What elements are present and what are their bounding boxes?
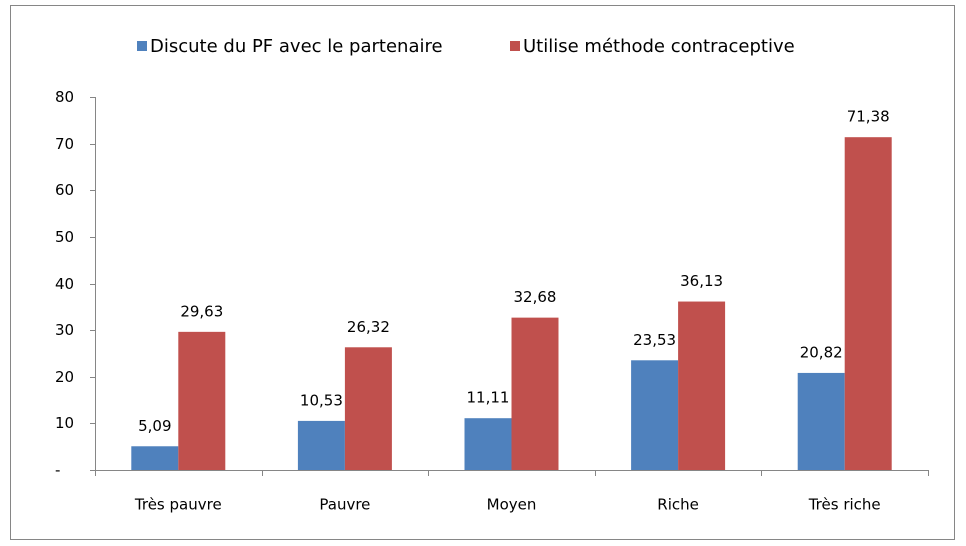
bar — [678, 301, 726, 470]
bar — [131, 446, 179, 470]
legend-swatch — [510, 41, 520, 51]
y-tick-label: 20 — [55, 368, 74, 386]
y-tick-label: 60 — [55, 181, 74, 199]
bar — [297, 420, 345, 470]
value-label: 29,63 — [180, 302, 223, 320]
y-tick-label: 50 — [55, 228, 74, 246]
legend-label: Utilise méthode contraceptive — [523, 36, 795, 57]
value-label: 36,13 — [680, 272, 723, 290]
y-tick-label: 10 — [55, 414, 74, 432]
bar — [844, 137, 892, 471]
bar — [797, 372, 845, 470]
bar — [178, 331, 226, 470]
x-tick-label: Riche — [657, 496, 699, 514]
bar — [631, 360, 679, 470]
value-label: 26,32 — [347, 318, 390, 336]
y-tick-label: 70 — [55, 135, 74, 153]
value-label: 11,11 — [467, 389, 510, 407]
y-tick-label: - — [55, 461, 60, 479]
legend-swatch — [137, 41, 147, 51]
bar — [464, 418, 512, 470]
y-tick-label: 80 — [55, 88, 74, 106]
value-label: 32,68 — [514, 288, 557, 306]
x-tick-label: Moyen — [487, 496, 537, 514]
value-label: 10,53 — [300, 391, 343, 409]
bar — [511, 317, 559, 470]
x-tick-label: Très pauvre — [134, 496, 222, 514]
value-label: 5,09 — [138, 417, 171, 435]
bar — [344, 347, 392, 470]
x-tick-label: Pauvre — [319, 496, 370, 514]
value-label: 23,53 — [633, 331, 676, 349]
y-tick-label: 30 — [55, 321, 74, 339]
y-tick-label: 40 — [55, 275, 74, 293]
value-label: 71,38 — [847, 108, 890, 126]
x-tick-label: Très riche — [808, 496, 881, 514]
value-label: 20,82 — [800, 343, 843, 361]
legend-label: Discute du PF avec le partenaire — [150, 36, 443, 57]
